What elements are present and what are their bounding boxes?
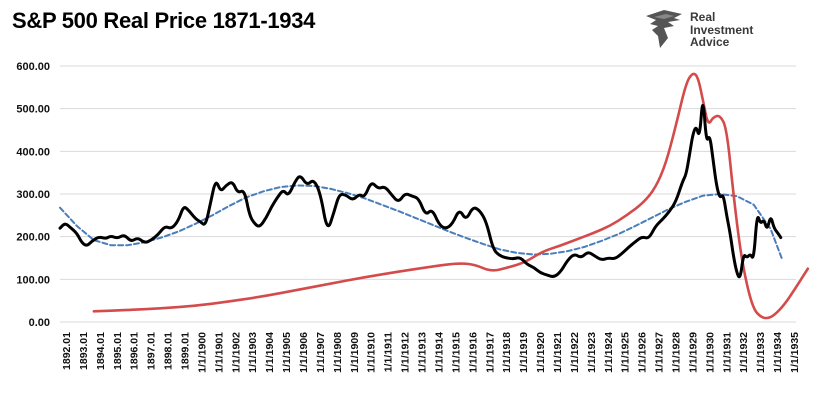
x-tick-label: 1896.01 [129, 332, 141, 370]
trend-series-line [59, 184, 784, 262]
eagle-icon [646, 10, 682, 48]
x-tick-label: 1892.01 [61, 332, 73, 370]
x-tick-label: 1/1/1913 [417, 332, 429, 373]
x-tick-label: 1/1/1910 [366, 332, 378, 373]
x-tick-label: 1/1/1914 [433, 332, 445, 373]
x-tick-label: 1898.01 [163, 332, 175, 370]
x-tick-label: 1/1/1905 [281, 332, 293, 373]
x-tick-label: 1/1/1934 [772, 332, 784, 373]
x-tick-label: 1/1/1926 [637, 332, 649, 373]
x-tick-label: 1/1/1907 [315, 332, 327, 373]
x-tick-label: 1/1/1928 [670, 332, 682, 373]
y-tick-label: 0.00 [29, 317, 50, 329]
x-tick-label: 1/1/1916 [467, 332, 479, 373]
x-tick-label: 1/1/1921 [552, 332, 564, 373]
chart-title: S&P 500 Real Price 1871-1934 [12, 8, 316, 33]
x-tick-label: 1/1/1923 [586, 332, 598, 373]
price-series-line [58, 103, 783, 279]
brand-line-1: Real [690, 10, 716, 24]
y-axis: 0.00 100.00 200.00 300.00 400.00 500.00 600.00 [16, 61, 50, 329]
x-tick-label: 1/1/1912 [400, 332, 412, 373]
brand-text: Real Investment Advice [690, 11, 753, 49]
y-tick-label: 200.00 [16, 232, 50, 244]
x-tick-label: 1/1/1929 [687, 332, 699, 373]
x-tick-label: 1/1/1918 [501, 332, 513, 373]
x-tick-label: 1/1/1922 [569, 332, 581, 373]
x-tick-label: 1897.01 [146, 332, 158, 370]
x-tick-label: 1/1/1930 [704, 332, 716, 373]
x-tick-label: 1/1/1909 [349, 332, 361, 373]
y-tick-label: 100.00 [16, 274, 50, 286]
x-tick-label: 1/1/1903 [247, 332, 259, 373]
x-tick-label: 1/1/1915 [450, 332, 462, 373]
grid [60, 65, 796, 323]
x-tick-label: 1/1/1935 [789, 332, 801, 373]
y-tick-label: 300.00 [16, 189, 50, 201]
x-tick-label: 1895.01 [112, 332, 124, 370]
x-tick-label: 1/1/1900 [196, 332, 208, 373]
x-tick-label: 1/1/1920 [535, 332, 547, 373]
x-tick-label: 1/1/1933 [755, 332, 767, 373]
x-tick-label: 1/1/1901 [213, 332, 225, 373]
x-tick-label: 1/1/1908 [332, 332, 344, 373]
y-tick-label: 400.00 [16, 146, 50, 158]
y-tick-label: 600.00 [16, 61, 50, 73]
x-tick-label: 1/1/1919 [518, 332, 530, 373]
x-tick-label: 1893.01 [78, 332, 90, 370]
red-series-line [92, 72, 810, 320]
x-tick-label: 1894.01 [95, 332, 107, 370]
x-tick-label: 1/1/1917 [484, 332, 496, 373]
x-tick-label: 1/1/1906 [298, 332, 310, 373]
x-tick-label: 1/1/1927 [654, 332, 666, 373]
y-tick-label: 500.00 [16, 104, 50, 116]
brand-line-2: Investment [690, 22, 754, 37]
x-tick-label: 1/1/1924 [603, 332, 615, 373]
brand-logo: Real Investment Advice [644, 8, 804, 50]
series-group [58, 72, 810, 320]
x-tick-label: 1/1/1904 [264, 332, 276, 373]
x-axis: 1892.01 1893.01 1894.01 1895.01 1896.01 1897.… [61, 332, 801, 373]
x-tick-label: 1/1/1925 [620, 332, 632, 373]
x-tick-label: 1899.01 [180, 332, 192, 370]
brand-line-3: Advice [690, 35, 730, 49]
x-tick-label: 1/1/1911 [383, 332, 395, 372]
x-tick-label: 1/1/1931 [721, 332, 733, 373]
x-tick-label: 1/1/1902 [230, 332, 242, 373]
x-tick-label: 1/1/1932 [738, 332, 750, 373]
